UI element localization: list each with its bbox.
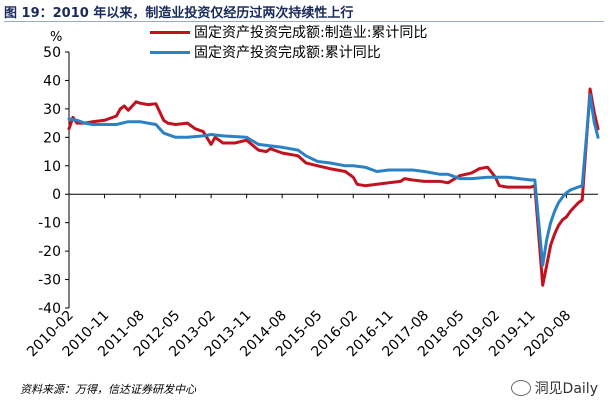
watermark: 洞见Daily xyxy=(510,378,598,398)
y-axis-unit: % xyxy=(50,30,63,45)
chart-legend: 固定资产投资完成额:制造业:累计同比 固定资产投资完成额:累计同比 xyxy=(150,22,427,62)
y-tick-label: 50 xyxy=(43,45,61,61)
y-tick-label: 40 xyxy=(43,73,61,89)
legend-swatch-total xyxy=(150,50,190,54)
y-tick-label: 0 xyxy=(52,187,61,203)
legend-item-manufacturing: 固定资产投资完成额:制造业:累计同比 xyxy=(150,22,427,42)
y-tick-label: -10 xyxy=(38,216,61,232)
source-note: 资料来源：万得，信达证券研发中心 xyxy=(20,383,196,396)
y-tick-label: 10 xyxy=(43,159,61,175)
watermark-text: 洞见Daily xyxy=(534,381,598,397)
legend-item-total: 固定资产投资完成额:累计同比 xyxy=(150,42,427,62)
figure-title: 图 19：2010 年以来，制造业投资仅经历过两次持续性上行 xyxy=(4,6,354,21)
y-tick-label: 20 xyxy=(43,130,61,146)
y-tick-label: -40 xyxy=(38,301,61,317)
legend-label-manufacturing: 固定资产投资完成额:制造业:累计同比 xyxy=(194,25,428,41)
series-line-manufacturing xyxy=(67,87,600,287)
legend-swatch-manufacturing xyxy=(150,30,190,34)
wechat-icon xyxy=(510,380,531,396)
y-tick-label: -30 xyxy=(38,273,61,289)
title-divider xyxy=(4,21,604,22)
y-tick-label: 30 xyxy=(43,102,61,118)
y-tick-label: -20 xyxy=(38,244,61,260)
series-line-total xyxy=(67,93,600,267)
legend-label-total: 固定资产投资完成额:累计同比 xyxy=(194,45,381,61)
